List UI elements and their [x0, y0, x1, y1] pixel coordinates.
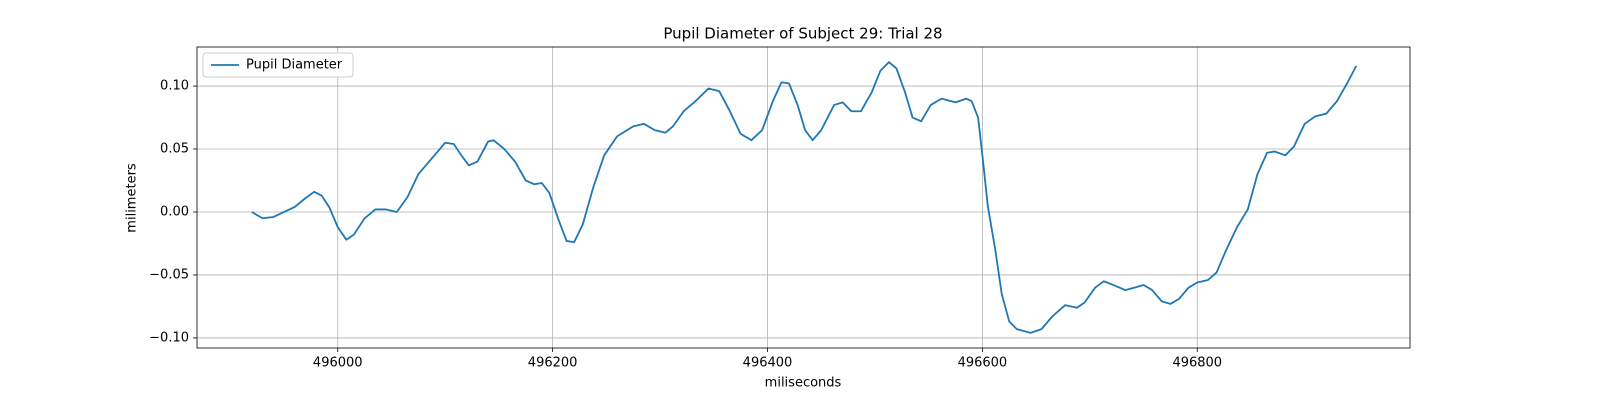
y-axis-label: milimeters: [125, 163, 140, 233]
y-tick-label: 0.00: [160, 204, 189, 219]
x-tick-label: 496000: [313, 356, 363, 371]
data-line: [251, 61, 1358, 334]
x-tick-label: 496200: [528, 356, 578, 371]
chart-title: Pupil Diameter of Subject 29: Trial 28: [663, 25, 942, 43]
x-tick-label: 496800: [1172, 356, 1222, 371]
legend-box: [202, 52, 354, 78]
plot-frame: [196, 46, 1411, 349]
x-axis-label: miliseconds: [765, 376, 842, 391]
x-tick-label: 496600: [958, 356, 1008, 371]
y-tick-label: −0.05: [149, 267, 189, 282]
legend-label: Pupil Diameter: [246, 58, 343, 73]
y-tick-label: −0.10: [149, 330, 189, 345]
y-tick-label: 0.10: [160, 79, 189, 94]
x-tick-label: 496400: [743, 356, 793, 371]
y-tick-label: 0.05: [160, 142, 189, 157]
